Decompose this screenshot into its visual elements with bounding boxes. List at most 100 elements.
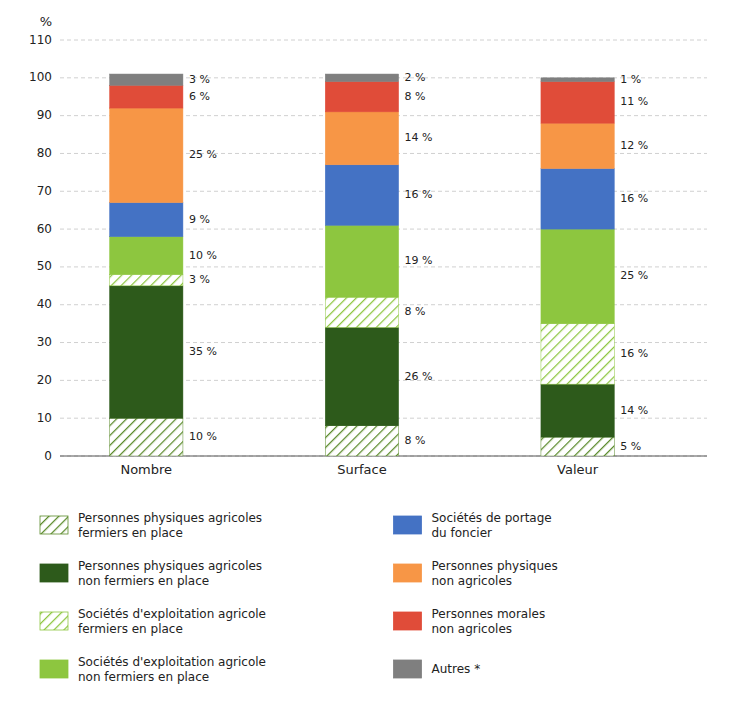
y-tick-label: 10: [37, 411, 52, 425]
bar-segment: [541, 384, 614, 437]
legend-swatch: [394, 660, 422, 678]
bar-segment: [325, 74, 398, 82]
bar-segment: [110, 74, 183, 85]
y-tick-label: 40: [37, 297, 52, 311]
legend-swatch: [394, 516, 422, 534]
legend-label-line: non fermiers en place: [78, 574, 209, 588]
y-tick-label: 70: [37, 184, 52, 198]
data-label: 14 %: [620, 404, 648, 417]
data-label: 10 %: [189, 249, 217, 262]
bar-segment: [110, 274, 183, 285]
bar-segment: [541, 78, 614, 82]
y-tick-label: 110: [29, 33, 52, 47]
data-label: 16 %: [620, 347, 648, 360]
data-label: 10 %: [189, 430, 217, 443]
axes: 0102030405060708090100110%NombreSurfaceV…: [29, 14, 707, 477]
legend-label-line: du foncier: [432, 526, 493, 540]
legend-label-line: non agricoles: [432, 622, 513, 636]
bar-segment: [541, 82, 614, 124]
bar-segment: [110, 85, 183, 108]
legend-label: Sociétés de portagedu foncier: [432, 511, 552, 540]
legend-label-line: fermiers en place: [78, 622, 183, 636]
legend-label: Personnes physiquesnon agricoles: [432, 559, 558, 588]
legend-swatch: [40, 612, 68, 630]
legend-label: Sociétés d'exploitation agricolenon ferm…: [78, 655, 266, 684]
bar-segment: [541, 123, 614, 168]
bars: [110, 74, 615, 456]
x-tick-label: Nombre: [120, 462, 172, 477]
y-tick-label: 100: [29, 70, 52, 84]
x-tick-label: Valeur: [557, 462, 599, 477]
data-label: 6 %: [189, 90, 210, 103]
data-label: 5 %: [620, 440, 641, 453]
bar-segment: [325, 82, 398, 112]
legend-swatch: [394, 564, 422, 582]
y-tick-label: 60: [37, 222, 52, 236]
data-label: 3 %: [189, 73, 210, 86]
data-label: 26 %: [405, 370, 433, 383]
data-label: 1 %: [620, 73, 641, 86]
chart: 0102030405060708090100110%NombreSurfaceV…: [0, 0, 747, 726]
bar-segment: [325, 426, 398, 456]
legend-label-line: fermiers en place: [78, 526, 183, 540]
data-label: 14 %: [405, 131, 433, 144]
data-label: 8 %: [405, 305, 426, 318]
legend-label-line: non fermiers en place: [78, 670, 209, 684]
bar-segment: [541, 169, 614, 230]
legend-label-line: Personnes physiques agricoles: [78, 511, 262, 525]
y-tick-label: 50: [37, 259, 52, 273]
data-label: 8 %: [405, 434, 426, 447]
y-tick-label: 30: [37, 335, 52, 349]
bar-segment: [110, 237, 183, 275]
legend-swatch: [40, 660, 68, 678]
grid: [60, 40, 707, 456]
data-label: 25 %: [620, 269, 648, 282]
bar-segment: [325, 225, 398, 297]
legend: Personnes physiques agricolesfermiers en…: [40, 511, 558, 684]
data-label: 25 %: [189, 148, 217, 161]
bar-segment: [110, 203, 183, 237]
bar-segment: [325, 165, 398, 226]
data-label: 3 %: [189, 273, 210, 286]
bar-segment: [325, 297, 398, 327]
legend-label-line: Personnes physiques agricoles: [78, 559, 262, 573]
y-tick-label: 80: [37, 146, 52, 160]
data-label: 16 %: [620, 192, 648, 205]
legend-label-line: Autres *: [432, 662, 481, 676]
bar-segment: [110, 108, 183, 203]
data-label: 11 %: [620, 95, 648, 108]
legend-label-line: non agricoles: [432, 574, 513, 588]
data-label: 12 %: [620, 139, 648, 152]
bar-segment: [110, 286, 183, 418]
legend-label: Autres *: [432, 662, 481, 676]
legend-swatch: [40, 516, 68, 534]
y-tick-label: 20: [37, 373, 52, 387]
legend-swatch: [394, 612, 422, 630]
data-label: 19 %: [405, 254, 433, 267]
y-tick-label: 0: [44, 449, 52, 463]
bar-segment: [325, 327, 398, 425]
data-label: 16 %: [405, 188, 433, 201]
bar-segment: [541, 437, 614, 456]
legend-label: Sociétés d'exploitation agricolefermiers…: [78, 607, 266, 636]
legend-label: Personnes physiques agricolesnon fermier…: [78, 559, 262, 588]
y-tick-label: 90: [37, 108, 52, 122]
data-label: 35 %: [189, 345, 217, 358]
legend-label-line: Sociétés d'exploitation agricole: [78, 655, 266, 669]
bar-segment: [325, 112, 398, 165]
data-label: 8 %: [405, 90, 426, 103]
data-labels: 10 % 8 % 5 % 35 % 26 % 14 % 3 % 8 % 16 % 10 % 19 %…: [189, 71, 648, 453]
data-label: 9 %: [189, 213, 210, 226]
legend-label: Personnes moralesnon agricoles: [432, 607, 546, 636]
legend-label-line: Sociétés d'exploitation agricole: [78, 607, 266, 621]
bar-segment: [541, 324, 614, 385]
legend-label-line: Sociétés de portage: [432, 511, 552, 525]
data-label: 2 %: [405, 71, 426, 84]
legend-label-line: Personnes physiques: [432, 559, 558, 573]
grid-line: [60, 40, 707, 41]
bar-segment: [541, 229, 614, 324]
legend-label-line: Personnes morales: [432, 607, 546, 621]
legend-swatch: [40, 564, 68, 582]
bar-segment: [110, 418, 183, 456]
x-tick-label: Surface: [337, 462, 387, 477]
